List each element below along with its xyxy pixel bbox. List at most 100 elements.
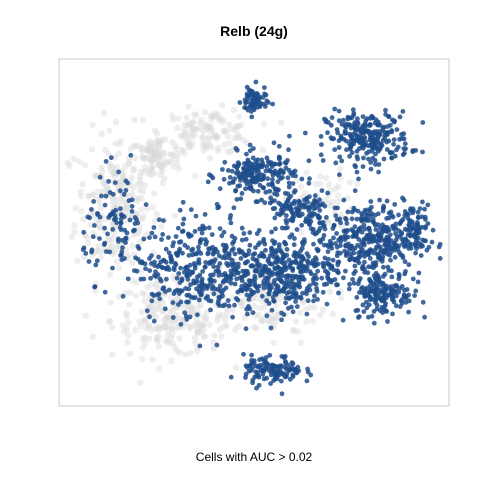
highlighted-cell-point [363, 139, 368, 145]
highlighted-cell-point [134, 268, 140, 274]
highlighted-cell-point [368, 166, 374, 172]
highlighted-cell-point [189, 248, 195, 253]
highlighted-cell-point [275, 256, 281, 262]
background-cell-point [136, 173, 144, 180]
highlighted-cell-point [299, 211, 305, 217]
highlighted-cell-point [356, 127, 362, 133]
background-cell-point [89, 121, 96, 129]
highlighted-cell-point [368, 199, 374, 204]
highlighted-cell-point [332, 147, 338, 153]
highlighted-cell-point [362, 290, 367, 295]
highlighted-cell-point [252, 276, 258, 282]
highlighted-cell-point [149, 230, 155, 236]
highlighted-cell-point [182, 242, 188, 248]
highlighted-cell-point [389, 291, 395, 297]
background-cell-point [145, 335, 153, 342]
highlighted-cell-point [306, 180, 312, 186]
highlighted-cell-point [361, 309, 367, 314]
highlighted-cell-point [297, 199, 302, 205]
background-cell-point [125, 332, 132, 339]
highlighted-cell-point [363, 118, 369, 124]
highlighted-cell-point [381, 124, 387, 130]
highlighted-cell-point [317, 208, 323, 213]
highlighted-cell-point [173, 262, 179, 268]
highlighted-cell-point [80, 247, 86, 253]
background-cell-point [219, 118, 226, 126]
background-cell-point [145, 170, 152, 177]
highlighted-cell-point [353, 137, 359, 143]
highlighted-cell-point [373, 280, 379, 286]
background-cell-point [227, 148, 235, 155]
highlighted-cell-point [343, 229, 349, 235]
background-cell-point [116, 293, 123, 300]
background-cell-point [224, 148, 232, 155]
background-cell-point [174, 124, 181, 132]
background-cell-point [134, 181, 141, 188]
background-cell-point [151, 169, 158, 177]
highlighted-cell-point [208, 276, 214, 282]
background-cell-point [158, 164, 166, 172]
highlighted-cell-point [353, 231, 359, 237]
background-cell-point [255, 311, 262, 319]
background-cell-point [155, 365, 163, 373]
highlighted-cell-point [236, 261, 241, 267]
highlighted-cell-point [149, 298, 155, 304]
background-cell-point [156, 137, 164, 145]
background-cell-point [277, 119, 285, 126]
highlighted-cell-point [357, 290, 362, 295]
background-cell-point [232, 123, 239, 131]
background-cell-point [141, 339, 149, 347]
background-cell-point [215, 116, 223, 123]
background-cell-point [119, 174, 126, 181]
highlighted-cell-point [144, 308, 150, 314]
highlighted-cell-point [271, 241, 277, 247]
background-cell-point [125, 319, 132, 326]
highlighted-cell-point [276, 154, 282, 160]
highlighted-cell-point [251, 188, 256, 194]
background-cell-point [145, 323, 152, 330]
highlighted-cell-point [242, 282, 248, 287]
highlighted-cell-point [324, 281, 330, 287]
highlighted-cell-point [351, 205, 357, 211]
background-cell-point [324, 218, 331, 225]
highlighted-cell-point [277, 367, 283, 372]
highlighted-cell-point [277, 170, 282, 176]
background-cell-point [154, 301, 161, 309]
highlighted-cell-point [285, 362, 291, 368]
highlighted-cell-point [247, 242, 253, 248]
highlighted-cell-point [381, 205, 386, 211]
highlighted-cell-point [257, 240, 263, 246]
highlighted-cell-point [194, 251, 199, 257]
background-cell-point [106, 237, 113, 244]
highlighted-cell-point [413, 227, 419, 233]
background-cell-point [300, 299, 307, 306]
highlighted-cell-point [184, 268, 190, 274]
background-cell-point [235, 123, 242, 130]
highlighted-cell-point [244, 93, 250, 99]
highlighted-cell-point [352, 224, 358, 230]
highlighted-cell-point [397, 304, 403, 309]
background-cell-point [70, 155, 78, 163]
background-cell-point [136, 318, 143, 325]
highlighted-cell-point [122, 256, 127, 261]
highlighted-cell-point [308, 212, 313, 218]
background-cell-point [189, 309, 196, 316]
highlighted-cell-point [350, 277, 355, 282]
highlighted-cell-point [264, 268, 270, 274]
highlighted-cell-point [319, 188, 325, 194]
background-cell-point [175, 115, 182, 122]
highlighted-cell-point [97, 236, 102, 242]
background-cell-point [303, 318, 310, 325]
highlighted-cell-point [355, 121, 361, 127]
background-cell-point [195, 303, 203, 310]
background-cell-point [138, 308, 145, 316]
background-cell-point [232, 126, 239, 133]
highlighted-cell-point [254, 176, 259, 181]
highlighted-cell-point [282, 203, 288, 209]
highlighted-cell-point [237, 183, 243, 189]
background-cell-point [354, 180, 361, 188]
background-cell-point [112, 172, 119, 180]
background-cell-point [139, 116, 147, 124]
background-cell-point [179, 133, 187, 140]
highlighted-cell-point [340, 317, 346, 323]
